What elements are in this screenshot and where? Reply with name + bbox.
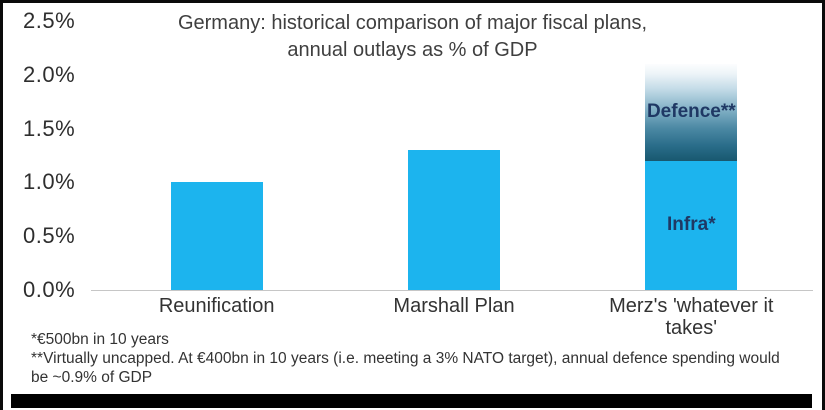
bar-segment-merz-defence: Defence** xyxy=(645,64,738,161)
footnote-defence: **Virtually uncapped. At €400bn in 10 ye… xyxy=(31,349,780,386)
bar-segment-marshall-plan xyxy=(407,150,500,290)
bar-segment-reunification xyxy=(170,182,263,290)
bar-merz: Infra* Defence** xyxy=(645,21,738,290)
chart-title: Germany: historical comparison of major … xyxy=(177,12,648,61)
x-axis-label-merz: Merz's 'whatever it takes' xyxy=(609,295,774,339)
x-axis-label-marshall-plan: Marshall Plan xyxy=(393,295,515,317)
bar-segment-merz-infra: Infra* xyxy=(645,160,738,290)
y-axis-tick-label: 1.5% xyxy=(23,116,76,141)
bar-slot-reunification xyxy=(98,21,335,290)
bottom-divider-bar xyxy=(11,394,812,408)
infra-segment-label: Infra* xyxy=(667,214,716,236)
y-axis-tick-label: 2.0% xyxy=(23,62,76,87)
bar-slot-marshall-plan xyxy=(335,21,572,290)
x-axis-baseline xyxy=(91,290,813,291)
footnote-infra: *€500bn in 10 years xyxy=(31,331,169,348)
y-axis-tick-label: 1.0% xyxy=(23,169,76,194)
bar-reunification xyxy=(170,21,263,290)
y-axis-tick-label: 0.5% xyxy=(23,223,76,248)
plot-area: Infra* Defence** xyxy=(98,21,810,290)
x-axis-labels: Reunification Marshall Plan Merz's 'what… xyxy=(98,295,810,339)
y-axis-tick-label: 2.5% xyxy=(23,8,76,33)
x-axis-label-reunification: Reunification xyxy=(158,295,275,317)
defence-segment-label: Defence** xyxy=(646,101,736,123)
y-axis-tick-label: 0.0% xyxy=(23,277,76,302)
bar-slot-merz: Infra* Defence** xyxy=(573,21,810,290)
footnotes: *€500bn in 10 years **Virtually uncapped… xyxy=(31,331,799,388)
bar-marshall-plan xyxy=(407,21,500,290)
